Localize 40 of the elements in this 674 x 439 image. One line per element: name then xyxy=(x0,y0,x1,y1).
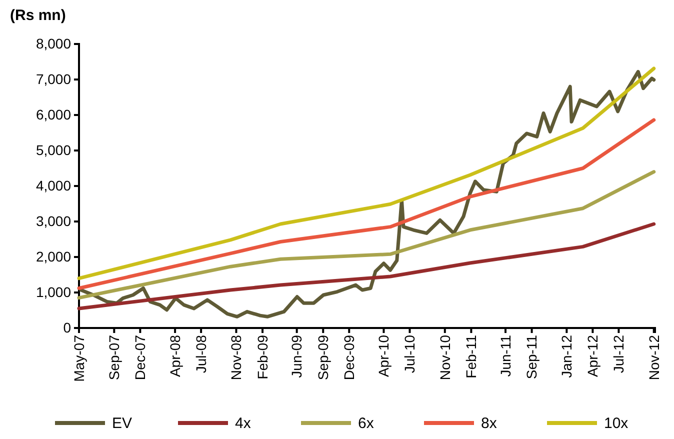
line-series xyxy=(77,66,656,280)
x-tick-label: Jul-12 xyxy=(610,334,627,374)
x-tick-label: Dec-09 xyxy=(341,334,358,380)
y-tick-label: 4,000 xyxy=(36,177,72,194)
legend-label: 10x xyxy=(604,415,629,432)
x-tick-label: Apr-12 xyxy=(584,334,601,378)
line-series xyxy=(77,222,656,310)
x-tick-label: Jul-10 xyxy=(402,334,418,374)
y-tick-label: 3,000 xyxy=(36,212,72,229)
x-tick-label: Jun-11 xyxy=(497,334,514,377)
y-tick-label: 2,000 xyxy=(36,248,72,264)
legend-label: 6x xyxy=(358,415,374,432)
legend-label: EV xyxy=(112,415,132,432)
x-tick-label: Feb-09 xyxy=(254,334,270,380)
y-tick-label: 1,000 xyxy=(36,284,72,300)
x-tick-label: Jun-09 xyxy=(288,334,305,378)
legend-label: 4x xyxy=(235,415,252,432)
line-series xyxy=(77,118,656,290)
x-tick-label: Nov-12 xyxy=(646,334,662,380)
x-tick-label: May-07 xyxy=(70,334,87,382)
x-tick-label: Jan-12 xyxy=(558,334,575,378)
y-tick-label: 7,000 xyxy=(36,70,72,87)
legend-label: 8x xyxy=(481,415,498,432)
x-tick-label: Sep-11 xyxy=(524,334,540,380)
x-tick-label: Sep-07 xyxy=(106,334,122,380)
line-series xyxy=(79,70,656,318)
x-tick-label: Jul-08 xyxy=(192,334,209,374)
x-tick-label: Apr-08 xyxy=(166,334,183,378)
y-axis-title: (Rs mn) xyxy=(10,7,66,24)
x-tick-label: Sep-09 xyxy=(315,334,332,380)
x-tick-label: Feb-11 xyxy=(463,334,480,378)
x-tick-label: Dec-07 xyxy=(132,334,148,380)
x-tick-label: Nov-08 xyxy=(228,334,244,380)
y-tick-label: 6,000 xyxy=(36,106,72,122)
line-series xyxy=(77,170,656,300)
x-tick-label: Apr-10 xyxy=(376,334,392,378)
x-tick-label: Nov-10 xyxy=(436,334,453,380)
y-tick-label: 0 xyxy=(63,319,72,336)
y-tick-label: 8,000 xyxy=(36,35,72,52)
y-tick-label: 5,000 xyxy=(36,142,72,158)
